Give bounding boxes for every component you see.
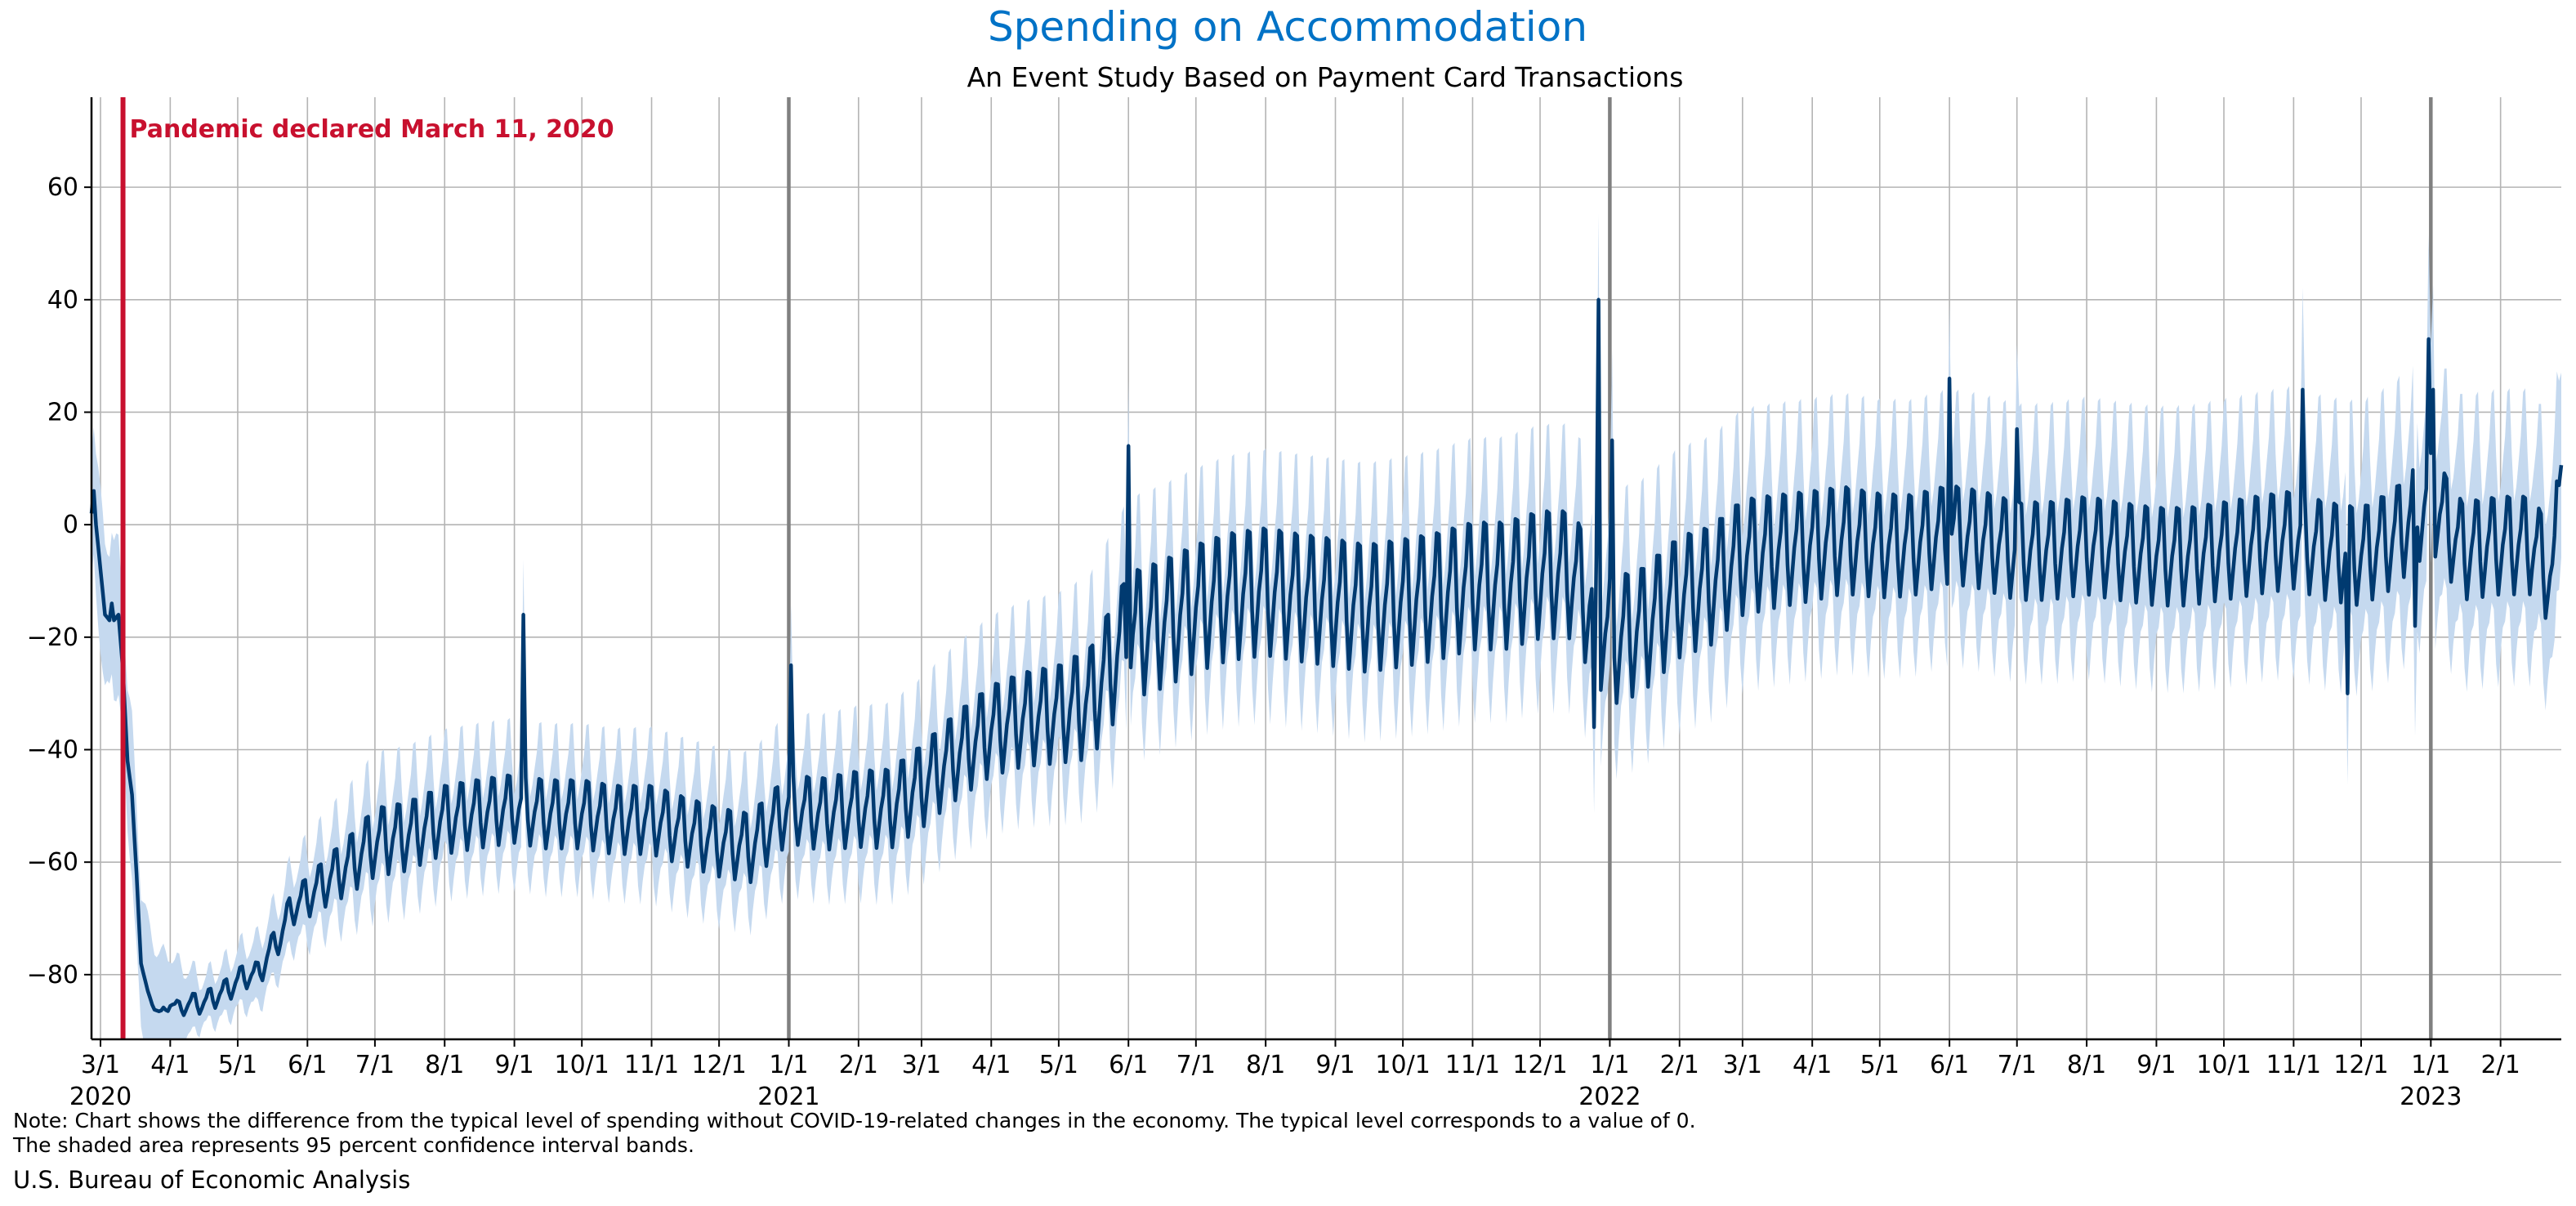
x-tick-label: 10/1 bbox=[2196, 1051, 2251, 1079]
x-tick-label: 1/1 bbox=[1590, 1051, 1629, 1079]
x-tick-label: 5/1 bbox=[1860, 1051, 1900, 1079]
y-tick-label: 0 bbox=[63, 511, 78, 539]
x-tick-label: 4/1 bbox=[150, 1051, 190, 1079]
chart-note-line-1: Note: Chart shows the difference from th… bbox=[13, 1109, 1696, 1132]
x-tick-label: 8/1 bbox=[425, 1051, 464, 1079]
x-tick-label: 8/1 bbox=[2067, 1051, 2106, 1079]
x-tick-label: 12/1 bbox=[1512, 1051, 1567, 1079]
x-tick-label: 2/1 bbox=[2481, 1051, 2520, 1079]
x-tick-label: 10/1 bbox=[1375, 1051, 1430, 1079]
x-tick-label: 3/1 bbox=[1723, 1051, 1762, 1079]
x-tick-label: 11/1 bbox=[1445, 1051, 1500, 1079]
x-tick-label: 8/1 bbox=[1246, 1051, 1285, 1079]
x-year-label: 2022 bbox=[1578, 1083, 1641, 1111]
series-line-layer bbox=[89, 297, 2564, 1017]
axis-layer: −80 −60 −40 −20 0 20 40 60 3/1 2020 4/1 5/1 6/1 7/1 8/… bbox=[27, 97, 2561, 1111]
x-tick-label: 9/1 bbox=[2136, 1051, 2176, 1079]
y-tick-label: 40 bbox=[47, 286, 78, 315]
source-credit: U.S. Bureau of Economic Analysis bbox=[13, 1166, 411, 1194]
y-tick-label: −80 bbox=[27, 961, 78, 989]
x-tick-label: 2/1 bbox=[839, 1051, 878, 1079]
x-tick-label: 7/1 bbox=[1176, 1051, 1216, 1079]
confidence-band-layer bbox=[92, 213, 2561, 1039]
x-tick-label: 1/1 bbox=[2411, 1051, 2450, 1079]
x-tick-label: 5/1 bbox=[1039, 1051, 1078, 1079]
x-year-label: 2020 bbox=[69, 1083, 132, 1111]
y-tick-label: −20 bbox=[27, 623, 78, 652]
x-tick-label: 9/1 bbox=[1315, 1051, 1355, 1079]
x-tick-label: 11/1 bbox=[624, 1051, 679, 1079]
y-tick-label: 20 bbox=[47, 398, 78, 427]
x-tick-label: 6/1 bbox=[1109, 1051, 1148, 1079]
x-tick-label: 6/1 bbox=[288, 1051, 327, 1079]
chart-subtitle: An Event Study Based on Payment Card Tra… bbox=[967, 61, 1684, 93]
series-line bbox=[89, 297, 2564, 1017]
x-tick-label: 7/1 bbox=[1998, 1051, 2037, 1079]
grid-layer bbox=[92, 97, 2561, 1039]
x-tick-label: 2/1 bbox=[1660, 1051, 1699, 1079]
x-tick-label: 10/1 bbox=[555, 1051, 609, 1079]
x-tick-label: 6/1 bbox=[1930, 1051, 1969, 1079]
confidence-band bbox=[92, 213, 2561, 1039]
x-tick-label: 12/1 bbox=[2333, 1051, 2388, 1079]
x-tick-label: 12/1 bbox=[691, 1051, 746, 1079]
x-tick-label: 7/1 bbox=[355, 1051, 395, 1079]
y-tick-label: −60 bbox=[27, 848, 78, 877]
pandemic-annotation-label: Pandemic declared March 11, 2020 bbox=[130, 115, 614, 144]
chart-note-line-2: The shaded area represents 95 percent co… bbox=[13, 1133, 694, 1157]
x-tick-label: 11/1 bbox=[2266, 1051, 2321, 1079]
x-tick-label: 4/1 bbox=[1792, 1051, 1832, 1079]
x-tick-label: 1/1 bbox=[769, 1051, 808, 1079]
x-tick-label: 3/1 bbox=[81, 1051, 120, 1079]
x-tick-label: 4/1 bbox=[971, 1051, 1011, 1079]
x-tick-label: 3/1 bbox=[902, 1051, 941, 1079]
annotation-layer: Pandemic declared March 11, 2020 bbox=[120, 97, 614, 1039]
x-year-label: 2023 bbox=[2400, 1083, 2462, 1111]
y-tick-label: 60 bbox=[47, 173, 78, 202]
y-tick-label: −40 bbox=[27, 735, 78, 764]
x-tick-label: 5/1 bbox=[218, 1051, 257, 1079]
chart-title: Spending on Accommodation bbox=[988, 3, 1587, 51]
x-year-label: 2021 bbox=[757, 1083, 819, 1111]
x-tick-label: 9/1 bbox=[494, 1051, 534, 1079]
